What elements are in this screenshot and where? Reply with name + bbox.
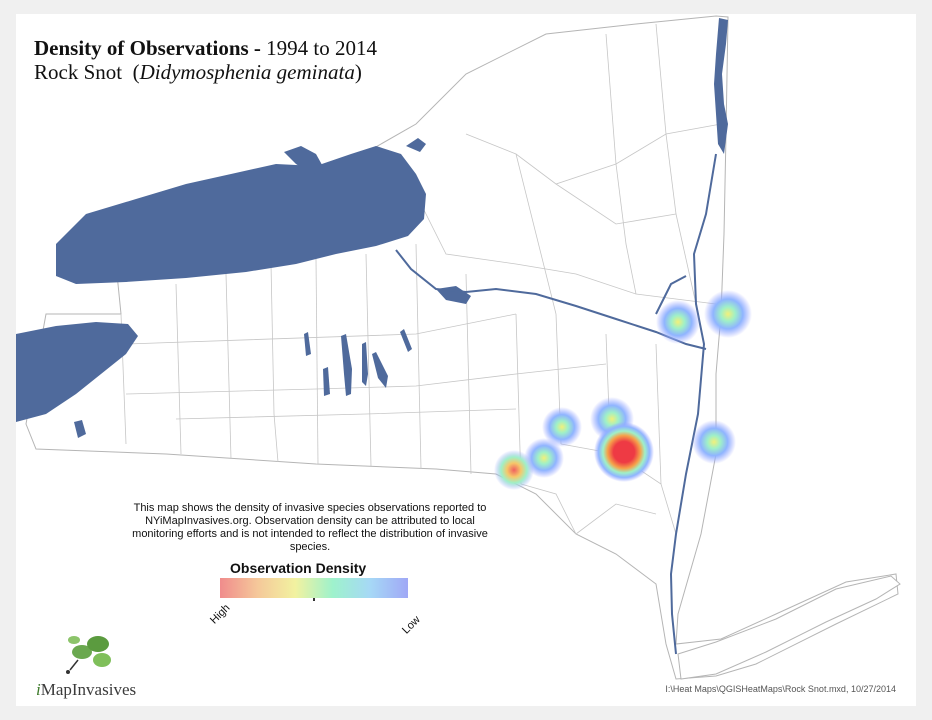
map-title: Density of Observations - 1994 to 2014 R… [34, 36, 378, 84]
heat-spot [692, 420, 736, 464]
state-outline [25, 15, 899, 680]
legend-tick [313, 598, 315, 601]
county-lines [120, 23, 722, 535]
long-island [677, 575, 901, 680]
map-page: Density of Observations - 1994 to 2014 R… [16, 14, 916, 706]
lake-erie [16, 322, 138, 422]
scientific-name: Didymosphenia geminata [139, 60, 355, 84]
lake-ontario [56, 146, 426, 284]
legend-gradient-bar [220, 578, 408, 598]
title-bold: Density of Observations - [34, 36, 261, 60]
heat-spot-high [594, 422, 654, 482]
title-years: 1994 to 2014 [260, 36, 378, 60]
map-description: This map shows the density of invasive s… [132, 502, 488, 553]
heat-spot [494, 450, 534, 490]
heat-spot [704, 290, 752, 338]
logo-text: iMapInvasives [36, 680, 136, 700]
logo-name: MapInvasives [40, 680, 137, 699]
legend-title: Observation Density [230, 560, 367, 576]
file-path-note: I:\Heat Maps\QGISHeatMaps\Rock Snot.mxd,… [665, 684, 896, 694]
leaf-icon [66, 636, 111, 674]
common-name: Rock Snot [34, 60, 123, 84]
heat-spot [524, 438, 564, 478]
heat-spot [656, 300, 700, 344]
heat-spot [542, 407, 582, 447]
logo-prefix: i [36, 680, 41, 699]
density-heatmap [494, 290, 752, 490]
ny-map [16, 15, 901, 680]
lake-champlain [714, 18, 728, 154]
